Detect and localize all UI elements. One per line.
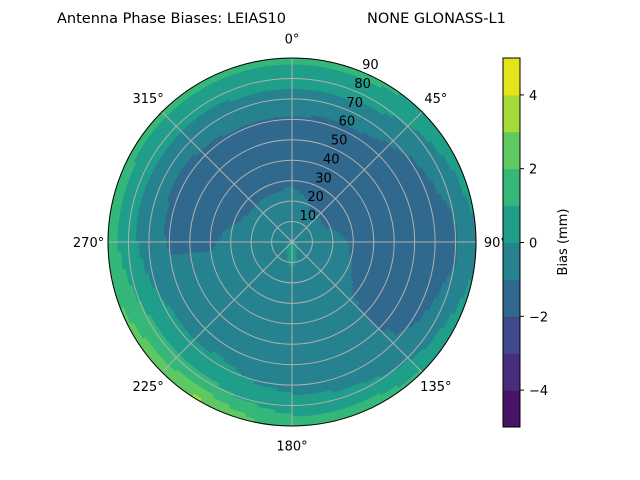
polar-frame	[107, 57, 477, 427]
colorbar-band	[503, 94, 520, 133]
polar-grid	[108, 58, 476, 426]
angular-gridline	[291, 241, 423, 373]
colorbar-tick-label: 0	[529, 237, 537, 252]
colorbar-band	[503, 131, 520, 170]
angular-tick-label: 270°	[73, 236, 104, 251]
angular-gridline	[161, 111, 293, 243]
radial-tick-label: 70	[346, 96, 363, 111]
colorbar-band	[503, 242, 520, 280]
angular-tick-label: 135°	[420, 380, 451, 395]
angular-tick-label: 225°	[132, 380, 163, 395]
colorbar-tick-label: −2	[529, 310, 548, 325]
radial-tick-label: 60	[339, 115, 356, 130]
colorbar-band	[503, 168, 520, 207]
angular-tick-label: 180°	[276, 439, 307, 454]
radial-tick-label: 50	[331, 134, 348, 149]
colorbar-tick-label: 4	[529, 89, 537, 104]
angular-gridline	[161, 241, 293, 373]
colorbar-band	[503, 316, 520, 354]
chart-title-left: Antenna Phase Biases: LEIAS10	[57, 11, 286, 27]
angular-tick-label: 90°	[484, 236, 507, 251]
angular-tick-label: 315°	[132, 92, 163, 107]
radial-tick-label: 20	[307, 190, 324, 205]
radial-tick-label: 80	[354, 77, 371, 92]
colorbar: 4 2 0 −2 −4	[502, 57, 548, 428]
radial-tick-label: 90	[362, 58, 379, 73]
radial-tick-labels: 10 20 30 40 50 60 70 80 90	[300, 58, 379, 224]
angular-tick-labels: 0° 45° 90° 135° 180° 225° 270° 315°	[73, 33, 507, 455]
colorbar-band	[503, 279, 520, 317]
colorbar-band	[503, 205, 520, 243]
radial-tick-label: 10	[300, 209, 317, 224]
colorbar-band	[503, 353, 520, 391]
angular-gridline	[291, 111, 423, 243]
colorbar-band	[503, 390, 520, 428]
angular-tick-label: 45°	[424, 92, 447, 107]
colorbar-tick-label: −4	[529, 384, 548, 399]
colorbar-band	[503, 58, 520, 96]
chart-title-right: NONE GLONASS-L1	[367, 11, 506, 27]
contour-field	[107, 57, 477, 427]
radial-tick-label: 30	[315, 171, 332, 186]
colorbar-tick-label: 2	[529, 163, 537, 178]
radial-tick-label: 40	[323, 152, 340, 167]
angular-tick-label: 0°	[285, 33, 300, 48]
colorbar-label: Bias (mm)	[556, 209, 571, 276]
